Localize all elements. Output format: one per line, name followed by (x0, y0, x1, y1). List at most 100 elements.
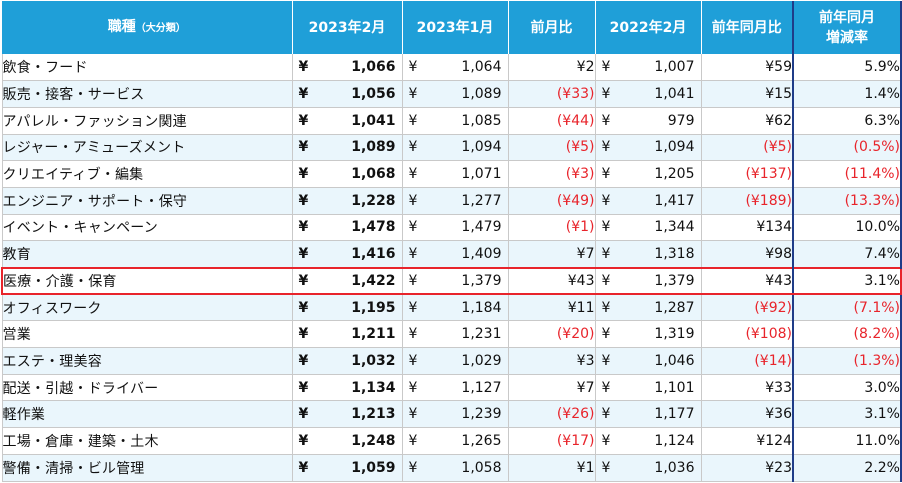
yen-sign: ¥ (298, 326, 309, 343)
wage-jan-2023: ¥1,089 (401, 80, 508, 108)
wage-feb-2023-value: 1,416 (351, 245, 396, 262)
wage-feb-2023: ¥1,068 (291, 160, 402, 188)
wage-feb-2022: ¥1,101 (594, 374, 701, 402)
yen-sign: ¥ (601, 352, 611, 369)
wage-feb-2022-value: 1,124 (654, 432, 695, 449)
wage-feb-2023-value: 1,213 (351, 406, 396, 423)
mom-diff: ¥1 (507, 454, 595, 482)
yen-sign: ¥ (408, 59, 418, 76)
yoy-pct: (0.5%) (792, 134, 902, 162)
occupation-name: アパレル・ファッション関連 (1, 107, 292, 135)
wage-feb-2023-value: 1,211 (351, 326, 396, 343)
yoy-pct: 11.0% (792, 427, 902, 455)
header-yoy-pct-line2: 増減率 (826, 29, 868, 46)
wage-jan-2023: ¥1,085 (401, 107, 508, 135)
yen-sign: ¥ (601, 272, 611, 289)
mom-diff: (¥1) (507, 214, 595, 242)
table-row: アパレル・ファッション関連 ¥1,041 ¥1,085 (¥44) ¥979 ¥62 6.3… (1, 107, 902, 135)
wage-feb-2023-value: 1,195 (351, 299, 396, 316)
wage-feb-2023: ¥1,228 (291, 187, 402, 215)
table-row: 軽作業 ¥1,213 ¥1,239 (¥26) ¥1,177 ¥36 3.1% (1, 400, 902, 429)
yoy-pct: (7.1%) (792, 294, 902, 322)
yen-sign: ¥ (408, 112, 418, 129)
yoy-diff: ¥98 (700, 240, 793, 268)
mom-diff: (¥3) (507, 160, 595, 188)
table-body: 飲食・フード ¥1,066 ¥1,064 ¥2 ¥1,007 ¥59 5.9% 販売・接客・サ… (1, 54, 902, 482)
wage-feb-2022: ¥1,318 (594, 240, 701, 268)
mom-diff: (¥26) (507, 400, 595, 429)
yen-sign: ¥ (601, 166, 611, 183)
wage-feb-2022: ¥1,417 (594, 187, 701, 215)
wage-jan-2023: ¥1,265 (401, 427, 508, 455)
wage-feb-2022-value: 1,319 (654, 326, 695, 343)
wage-feb-2022: ¥1,344 (594, 214, 701, 242)
wage-feb-2022-value: 1,417 (654, 192, 695, 209)
yen-sign: ¥ (298, 379, 309, 396)
occupation-name: 軽作業 (1, 400, 292, 429)
wage-feb-2023-value: 1,059 (351, 459, 396, 476)
yen-sign: ¥ (298, 245, 309, 262)
wage-jan-2023-value: 1,277 (461, 192, 502, 209)
wage-feb-2023: ¥1,213 (291, 400, 402, 429)
occupation-name: レジャー・アミューズメント (1, 134, 292, 162)
yen-sign: ¥ (408, 352, 418, 369)
yen-sign: ¥ (298, 86, 309, 103)
mom-diff: ¥7 (507, 240, 595, 268)
yen-sign: ¥ (408, 406, 418, 423)
yen-sign: ¥ (601, 432, 611, 449)
wage-feb-2022-value: 1,094 (654, 139, 695, 156)
wage-feb-2022-value: 1,379 (654, 272, 695, 289)
yen-sign: ¥ (408, 219, 418, 236)
occupation-name: クリエイティブ・編集 (1, 160, 292, 188)
wage-feb-2023: ¥1,416 (291, 240, 402, 268)
wage-jan-2023-value: 1,058 (461, 459, 502, 476)
mom-diff: ¥7 (507, 374, 595, 402)
header-occupation-label: 職種 (107, 18, 136, 35)
wage-jan-2023-value: 1,127 (461, 379, 502, 396)
yoy-diff: (¥189) (700, 187, 793, 215)
table-row: クリエイティブ・編集 ¥1,068 ¥1,071 (¥3) ¥1,205 (¥137) (1… (1, 160, 902, 188)
occupation-name: イベント・キャンペーン (1, 214, 292, 242)
yen-sign: ¥ (298, 192, 309, 209)
yoy-pct: 3.0% (792, 374, 902, 402)
wage-feb-2022: ¥1,046 (594, 347, 701, 375)
mom-diff: (¥44) (507, 107, 595, 135)
wage-jan-2023-value: 1,184 (461, 299, 502, 316)
header-occupation: 職種（大分類） (2, 1, 292, 54)
wage-jan-2023: ¥1,184 (401, 294, 508, 322)
header-yoy-pct: 前年同月 増減率 (792, 1, 902, 54)
header-yoy: 前年同月比 (700, 1, 793, 54)
yoy-diff: ¥15 (700, 80, 793, 108)
yen-sign: ¥ (601, 59, 611, 76)
mom-diff: (¥49) (507, 187, 595, 215)
occupation-name: 飲食・フード (1, 54, 292, 82)
yen-sign: ¥ (298, 112, 309, 129)
wage-feb-2022: ¥1,007 (594, 54, 701, 82)
table-row: 医療・介護・保育 ¥1,422 ¥1,379 ¥43 ¥1,379 ¥43 3.1% (1, 266, 902, 296)
wage-jan-2023-value: 1,379 (461, 272, 502, 289)
yoy-diff: ¥23 (700, 454, 793, 482)
yen-sign: ¥ (601, 299, 611, 316)
wage-jan-2023-value: 1,094 (461, 139, 502, 156)
header-feb-2022: 2022年2月 (594, 1, 701, 54)
wage-jan-2023-value: 1,029 (461, 352, 502, 369)
mom-diff: (¥17) (507, 427, 595, 455)
yoy-diff: (¥92) (700, 294, 793, 322)
yoy-diff: ¥134 (700, 214, 793, 242)
yoy-diff: ¥62 (700, 107, 793, 135)
wage-jan-2023: ¥1,029 (401, 347, 508, 375)
yoy-pct: 6.3% (792, 107, 902, 135)
wage-feb-2023-value: 1,032 (351, 352, 396, 369)
wage-feb-2022-value: 1,101 (654, 379, 695, 396)
wage-feb-2022: ¥1,094 (594, 134, 701, 162)
wage-jan-2023: ¥1,277 (401, 187, 508, 215)
wage-jan-2023-value: 1,479 (461, 219, 502, 236)
yen-sign: ¥ (408, 432, 418, 449)
yen-sign: ¥ (601, 139, 611, 156)
yen-sign: ¥ (601, 406, 611, 423)
table-row: 販売・接客・サービス ¥1,056 ¥1,089 (¥33) ¥1,041 ¥15 1.4% (1, 80, 902, 108)
yoy-pct: 7.4% (792, 240, 902, 268)
wage-jan-2023: ¥1,071 (401, 160, 508, 188)
wage-feb-2023: ¥1,248 (291, 427, 402, 455)
